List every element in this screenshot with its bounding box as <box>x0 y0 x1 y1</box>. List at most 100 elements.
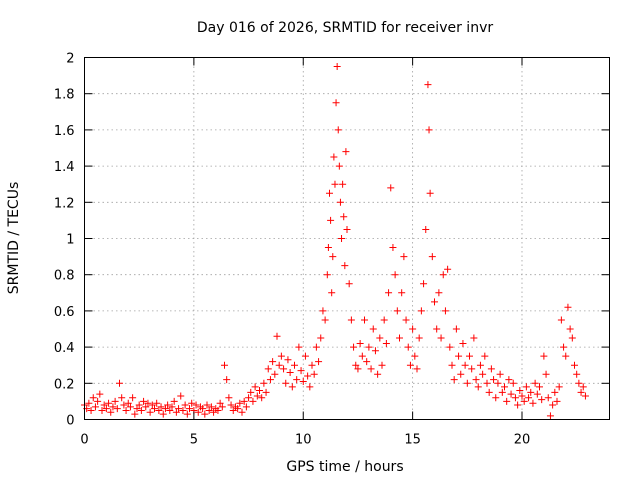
data-point <box>358 352 366 360</box>
x-tick-label: 10 <box>295 433 312 448</box>
data-point <box>330 153 338 161</box>
data-point <box>522 383 530 391</box>
data-points <box>81 63 589 420</box>
data-point <box>120 401 128 409</box>
data-point <box>352 361 360 369</box>
data-point <box>297 367 305 375</box>
data-point <box>514 401 522 409</box>
data-point <box>131 410 139 418</box>
data-point <box>273 332 281 340</box>
data-point <box>566 325 574 333</box>
data-point <box>280 365 288 373</box>
data-point <box>256 387 263 395</box>
data-point <box>455 352 463 360</box>
data-point <box>573 370 581 378</box>
data-point <box>253 392 261 400</box>
data-point <box>227 401 235 409</box>
data-point <box>409 325 417 333</box>
data-point <box>183 410 191 418</box>
data-point <box>319 307 327 315</box>
data-point <box>286 368 294 376</box>
data-point <box>527 388 535 396</box>
data-point <box>203 401 211 409</box>
data-point <box>249 397 257 405</box>
data-point <box>142 403 150 411</box>
data-point <box>531 379 539 387</box>
data-point <box>181 401 189 409</box>
data-point <box>481 352 489 360</box>
data-point <box>374 370 382 378</box>
data-point <box>496 370 504 378</box>
data-point <box>216 399 224 407</box>
data-point <box>153 399 161 407</box>
data-point <box>329 253 337 261</box>
data-point <box>245 394 253 402</box>
data-point <box>102 405 110 413</box>
data-point <box>376 334 384 342</box>
data-point <box>553 397 561 405</box>
data-point <box>501 383 508 391</box>
data-point <box>151 405 158 413</box>
data-point <box>461 361 469 369</box>
data-point <box>365 343 373 351</box>
data-point <box>536 383 543 391</box>
data-point <box>315 358 323 366</box>
data-point <box>542 370 550 378</box>
data-point <box>540 352 548 360</box>
data-point <box>474 383 482 391</box>
data-point <box>483 379 491 387</box>
data-point <box>468 365 476 373</box>
data-point <box>529 399 537 407</box>
data-point <box>262 388 270 396</box>
data-point <box>334 126 342 134</box>
x-axis-label: GPS time / hours <box>286 459 403 475</box>
data-point <box>560 343 568 351</box>
data-point <box>98 406 106 414</box>
data-point <box>229 406 237 414</box>
chart-title: Day 016 of 2026, SRMTID for receiver inv… <box>197 20 493 36</box>
data-point <box>140 397 148 405</box>
data-point <box>426 189 434 197</box>
data-point <box>327 216 335 224</box>
data-point <box>161 405 169 413</box>
data-point <box>562 352 570 360</box>
data-point <box>472 376 480 384</box>
y-tick-label: 0.2 <box>54 377 75 392</box>
data-point <box>251 383 259 391</box>
grid-layer <box>84 57 610 420</box>
data-point <box>144 399 152 407</box>
data-point <box>321 316 329 324</box>
data-point <box>291 361 298 369</box>
data-point <box>382 339 390 347</box>
data-point <box>146 408 154 416</box>
data-point <box>380 316 388 324</box>
data-point <box>575 379 583 387</box>
data-point <box>118 394 126 402</box>
data-point <box>557 316 565 324</box>
data-point <box>186 405 193 413</box>
data-point <box>568 334 576 342</box>
data-point <box>520 397 528 405</box>
data-point <box>487 365 495 373</box>
data-point <box>218 403 226 411</box>
data-point <box>194 408 202 416</box>
data-point <box>437 334 445 342</box>
data-point <box>577 388 585 396</box>
data-point <box>343 225 351 233</box>
data-point <box>264 365 272 373</box>
y-tick-label: 1.8 <box>54 88 75 103</box>
data-point <box>293 376 301 384</box>
data-point <box>509 379 517 387</box>
data-point <box>549 401 557 409</box>
data-point <box>85 399 93 407</box>
data-point <box>411 352 419 360</box>
data-point <box>207 403 215 411</box>
data-point <box>546 412 554 420</box>
data-point <box>406 361 414 369</box>
data-point <box>332 99 340 107</box>
data-point <box>135 401 143 409</box>
data-point <box>205 406 213 414</box>
data-point <box>431 298 438 306</box>
data-point <box>564 303 572 311</box>
